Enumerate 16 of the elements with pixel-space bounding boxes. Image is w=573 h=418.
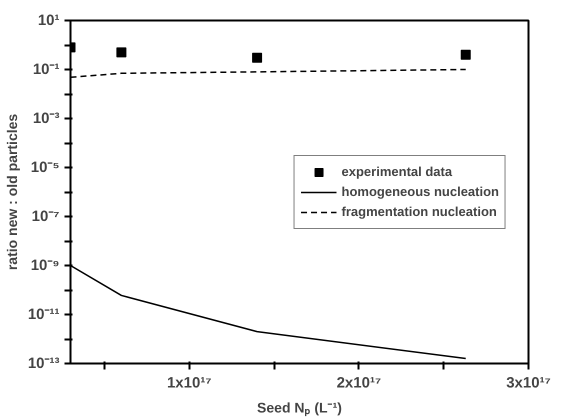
- x-tick-label: 2x10¹⁷: [336, 374, 382, 392]
- y-tick-label: 10¹: [38, 12, 60, 29]
- y-tick-label: 10⁻¹¹: [28, 306, 60, 323]
- y-tick-label: 10⁻⁷: [32, 208, 60, 225]
- x-tick-label: 1x10¹⁷: [166, 374, 212, 392]
- y-tick-label: 10⁻³: [32, 110, 60, 127]
- x-tick-label: 3x10¹⁷: [506, 374, 551, 392]
- y-tick-label: 10⁻⁵: [30, 159, 60, 176]
- y-tick-label: 10⁻¹: [32, 61, 60, 78]
- y-axis-title: ratio new : old particles: [4, 114, 20, 270]
- y-tick-label: 10⁻⁹: [30, 257, 60, 274]
- legend-label: experimental data: [342, 164, 452, 179]
- legend-label: fragmentation nucleation: [342, 204, 497, 219]
- y-tick-label: 10⁻¹³: [28, 355, 60, 372]
- x-axis-title: Seed Nₚ (L⁻¹): [257, 400, 342, 416]
- legend-label: homogeneous nucleation: [342, 184, 499, 199]
